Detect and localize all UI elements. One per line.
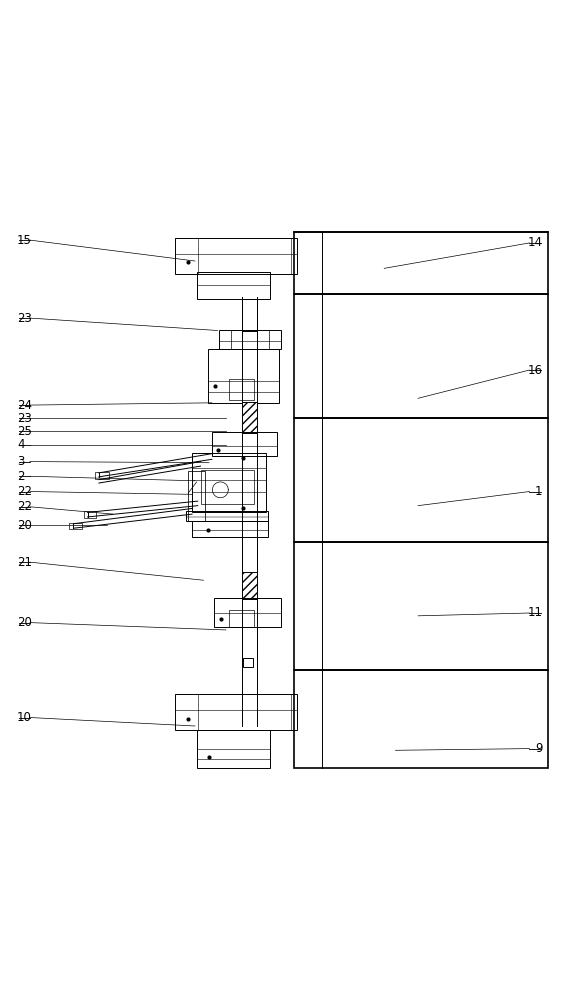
Bar	[229, 610, 254, 627]
Bar	[214, 598, 281, 627]
Bar	[208, 349, 279, 403]
Text: 22: 22	[17, 500, 32, 513]
Bar	[294, 418, 548, 542]
Bar	[192, 453, 266, 512]
Bar	[243, 658, 253, 667]
Text: 23: 23	[17, 412, 32, 425]
Bar	[231, 330, 269, 349]
Text: 9: 9	[535, 742, 542, 755]
Bar	[294, 670, 548, 768]
Text: 23: 23	[17, 312, 32, 325]
Text: 10: 10	[17, 711, 32, 724]
Text: 16: 16	[527, 364, 542, 377]
Text: 21: 21	[17, 556, 32, 569]
Text: 20: 20	[17, 616, 32, 629]
Bar	[197, 730, 270, 768]
Text: 11: 11	[527, 606, 542, 619]
Text: 2: 2	[17, 470, 24, 483]
Bar	[294, 232, 548, 294]
Bar	[197, 272, 270, 299]
Bar	[186, 511, 268, 521]
Text: 15: 15	[17, 234, 32, 247]
Text: 14: 14	[527, 236, 542, 249]
Bar	[188, 471, 205, 521]
Text: 24: 24	[17, 399, 32, 412]
Bar	[175, 238, 297, 274]
Bar	[219, 330, 281, 349]
Text: 20: 20	[17, 519, 32, 532]
Bar	[84, 511, 96, 518]
Text: 25: 25	[17, 425, 32, 438]
Bar	[201, 470, 254, 504]
Bar	[69, 523, 82, 529]
Bar	[212, 432, 277, 456]
Text: 4: 4	[17, 438, 24, 451]
Bar	[294, 542, 548, 670]
Bar	[242, 402, 257, 433]
Bar	[175, 694, 297, 730]
Text: 1: 1	[535, 485, 542, 498]
Bar	[229, 379, 254, 400]
Bar	[294, 294, 548, 418]
Text: 3: 3	[17, 455, 24, 468]
Bar	[242, 299, 257, 330]
Bar	[192, 521, 268, 537]
Bar	[242, 572, 257, 599]
Bar	[95, 472, 109, 479]
Text: 22: 22	[17, 485, 32, 498]
